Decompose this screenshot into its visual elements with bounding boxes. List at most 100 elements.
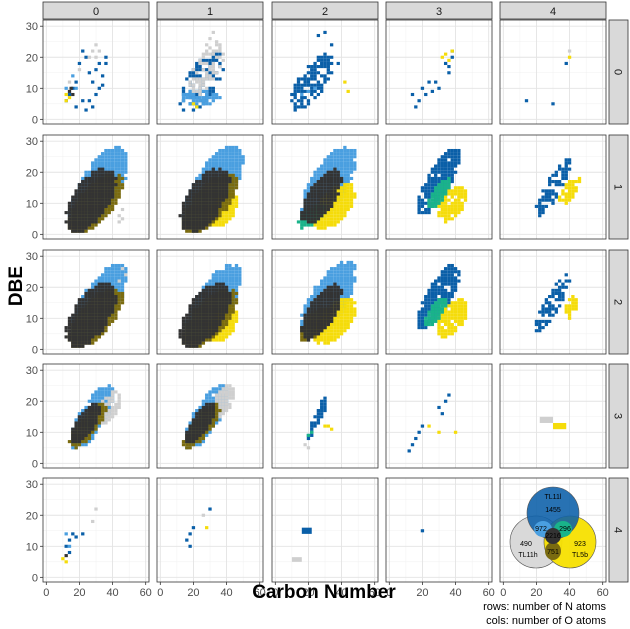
data-cell: [306, 329, 311, 333]
data-cell: [74, 86, 78, 90]
data-cell: [453, 148, 458, 153]
data-cell: [346, 155, 350, 159]
data-cell: [205, 282, 209, 286]
data-cell: [211, 52, 215, 56]
data-cell: [104, 167, 108, 171]
data-cell: [326, 282, 330, 286]
data-cell: [228, 273, 232, 277]
data-cell: [214, 204, 219, 208]
data-cell: [117, 307, 121, 311]
data-cell: [218, 270, 222, 274]
data-cell: [77, 341, 82, 345]
data-cell: [554, 195, 558, 199]
data-cell: [84, 341, 88, 345]
data-cell: [110, 307, 115, 311]
data-cell: [453, 198, 458, 202]
data-cell: [557, 183, 562, 187]
data-cell: [91, 207, 95, 212]
data-cell: [191, 195, 196, 199]
data-cell: [205, 298, 209, 302]
data-cell: [178, 214, 182, 218]
data-cell: [343, 180, 347, 184]
col-strip-label-1: 1: [207, 6, 213, 18]
data-cell: [329, 158, 334, 162]
data-cell: [208, 298, 212, 302]
data-cell: [218, 326, 222, 330]
data-cell: [313, 204, 317, 208]
data-cell: [329, 204, 334, 208]
data-cell: [293, 105, 297, 109]
data-cell: [221, 220, 225, 224]
data-cell: [457, 273, 461, 277]
data-cell: [329, 285, 334, 289]
data-cell: [221, 195, 225, 199]
data-cell: [437, 183, 441, 187]
data-cell: [91, 214, 95, 218]
data-cell: [81, 192, 85, 196]
data-cell: [198, 186, 202, 190]
data-cell: [205, 220, 209, 224]
data-cell: [218, 301, 222, 305]
data-cell: [228, 186, 232, 190]
data-cell: [434, 186, 438, 190]
data-cell: [564, 164, 568, 168]
data-cell: [574, 180, 578, 184]
data-cell: [218, 335, 222, 339]
data-cell: [188, 316, 192, 320]
data-cell: [218, 65, 222, 69]
data-cell: [316, 301, 321, 305]
data-cell: [333, 170, 337, 174]
data-cell: [234, 276, 239, 280]
data-cell: [453, 326, 458, 330]
data-cell: [333, 189, 337, 193]
data-cell: [87, 329, 92, 333]
data-cell: [427, 298, 431, 302]
data-cell: [323, 164, 327, 168]
data-cell: [343, 214, 347, 218]
data-cell: [450, 313, 454, 317]
data-cell: [326, 304, 330, 308]
data-cell: [336, 155, 340, 159]
data-cell: [218, 167, 222, 171]
y-tick-label: 0: [32, 344, 38, 356]
data-cell: [303, 211, 307, 215]
data-cell: [443, 307, 448, 311]
data-cell: [336, 282, 340, 286]
data-cell: [74, 338, 78, 342]
data-cell: [306, 80, 311, 84]
data-cell: [447, 319, 451, 323]
data-cell: [120, 298, 125, 302]
data-cell: [221, 214, 225, 218]
data-cell: [551, 173, 555, 177]
data-cell: [349, 291, 354, 296]
data-cell: [457, 322, 461, 327]
data-cell: [339, 207, 344, 212]
data-cell: [188, 92, 192, 97]
data-cell: [346, 313, 350, 317]
data-cell: [100, 301, 105, 305]
data-cell: [339, 204, 344, 208]
data-cell: [329, 167, 334, 171]
data-cell: [67, 226, 72, 230]
data-cell: [201, 61, 206, 66]
data-cell: [320, 167, 324, 171]
data-cell: [450, 155, 454, 159]
data-cell: [107, 201, 111, 205]
data-cell: [437, 192, 441, 196]
data-cell: [221, 332, 225, 336]
data-cell: [74, 220, 78, 224]
data-cell: [218, 298, 222, 302]
data-cell: [71, 229, 75, 233]
data-cell: [427, 192, 431, 196]
data-cell: [198, 92, 202, 97]
data-cell: [84, 295, 88, 299]
data-cell: [313, 176, 317, 181]
data-cell: [228, 201, 232, 205]
data-cell: [417, 326, 421, 330]
data-cell: [224, 155, 229, 159]
data-cell: [339, 304, 344, 308]
data-cell: [336, 204, 340, 208]
data-cell: [117, 173, 121, 177]
data-cell: [349, 273, 354, 277]
